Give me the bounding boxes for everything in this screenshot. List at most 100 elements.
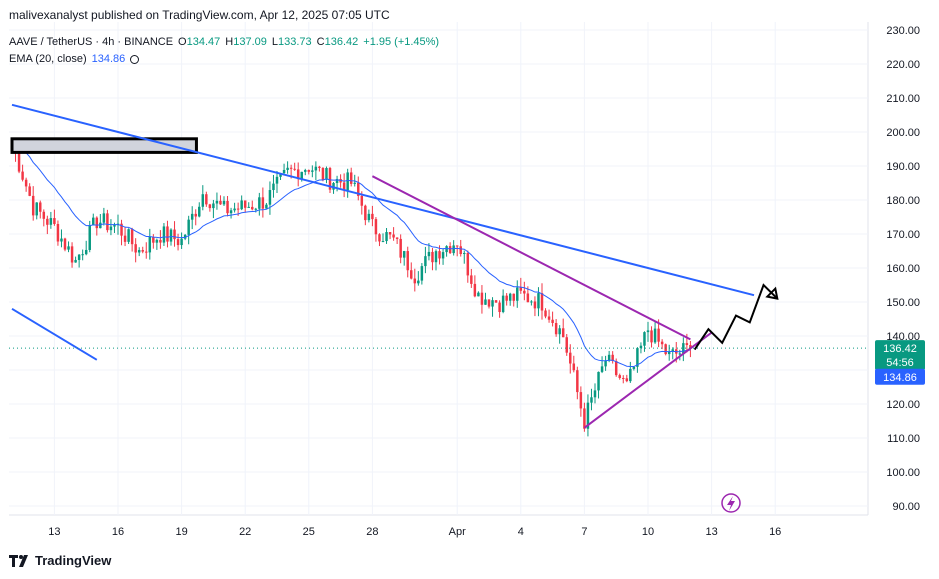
candle-body bbox=[353, 182, 356, 184]
candle-body bbox=[434, 251, 438, 263]
candle-body bbox=[466, 253, 470, 276]
candle-body bbox=[544, 310, 547, 317]
ema-legend-row[interactable]: EMA (20, close) 134.86 bbox=[9, 51, 439, 68]
candle-body bbox=[77, 254, 81, 260]
candle-body bbox=[441, 252, 445, 259]
candle-body bbox=[70, 246, 74, 263]
candle-body bbox=[17, 151, 21, 172]
price-tick-label: 190.00 bbox=[886, 161, 920, 173]
eye-icon[interactable] bbox=[130, 55, 140, 64]
candle-body bbox=[625, 378, 629, 382]
time-tick-label: Apr bbox=[449, 526, 466, 538]
candle-body bbox=[498, 302, 501, 313]
candle-body bbox=[169, 229, 173, 242]
candle-body bbox=[547, 316, 551, 320]
symbol-label[interactable]: AAVE / TetherUS · 4h · BINANCE bbox=[9, 36, 174, 48]
candle-body bbox=[395, 237, 399, 239]
candle-body bbox=[607, 354, 611, 361]
candle-body bbox=[406, 251, 409, 271]
candle-body bbox=[342, 182, 346, 191]
candle-body bbox=[650, 330, 653, 343]
candle-body bbox=[247, 206, 250, 208]
candle-body bbox=[236, 208, 240, 210]
candle-body bbox=[491, 300, 494, 307]
time-tick-label: 28 bbox=[366, 526, 378, 538]
candle-body bbox=[470, 275, 473, 284]
candle-body bbox=[134, 244, 137, 253]
candle-body bbox=[459, 246, 462, 255]
candle-body bbox=[279, 173, 282, 177]
time-tick-label: 16 bbox=[769, 526, 781, 538]
price-tick-label: 100.00 bbox=[886, 467, 920, 479]
current-price-text: 136.42 bbox=[883, 343, 917, 355]
candle-body bbox=[286, 167, 289, 170]
candle-body bbox=[109, 226, 113, 231]
candle-body bbox=[523, 290, 526, 294]
candle-body bbox=[215, 200, 219, 204]
candle-body bbox=[328, 168, 332, 190]
chart-legend: AAVE / TetherUS · 4h · BINANCE O 134.47 … bbox=[9, 34, 439, 68]
candle-body bbox=[516, 287, 519, 301]
candle-body bbox=[49, 218, 53, 225]
ohlc-legend-row[interactable]: AAVE / TetherUS · 4h · BINANCE O 134.47 … bbox=[9, 34, 439, 51]
ema-label[interactable]: EMA (20, close) bbox=[9, 53, 87, 65]
candle-body bbox=[289, 167, 293, 169]
candle-body bbox=[593, 390, 597, 398]
candle-body bbox=[565, 337, 568, 353]
candle-body bbox=[629, 368, 632, 382]
low-value: 133.73 bbox=[278, 36, 312, 48]
candle-body bbox=[205, 194, 208, 205]
candle-body bbox=[614, 360, 618, 376]
candle-body bbox=[561, 328, 565, 338]
tradingview-logo-icon bbox=[9, 554, 31, 567]
candle-body bbox=[314, 166, 318, 171]
candle-body bbox=[152, 236, 155, 243]
candle-body bbox=[325, 168, 328, 180]
candle-body bbox=[540, 293, 544, 311]
candle-body bbox=[53, 218, 56, 224]
candle-body bbox=[385, 232, 388, 242]
candle-body bbox=[60, 238, 63, 242]
candle-body bbox=[586, 402, 590, 429]
candle-body bbox=[46, 218, 49, 225]
time-tick-label: 10 bbox=[642, 526, 654, 538]
high-label: H bbox=[225, 36, 234, 48]
candle-body bbox=[653, 328, 657, 343]
candle-body bbox=[208, 204, 212, 209]
candle-body bbox=[92, 217, 95, 226]
price-tick-label: 210.00 bbox=[886, 93, 920, 105]
candle-body bbox=[572, 363, 576, 371]
time-tick-label: 7 bbox=[581, 526, 587, 538]
time-tick-label: 4 bbox=[518, 526, 524, 538]
candle-body bbox=[63, 238, 67, 250]
arrow-head bbox=[765, 286, 779, 300]
candle-body bbox=[537, 293, 540, 309]
price-tick-label: 220.00 bbox=[886, 59, 920, 71]
time-tick-label: 13 bbox=[48, 526, 60, 538]
candle-body bbox=[399, 238, 402, 258]
candle-body bbox=[67, 246, 70, 250]
price-tick-label: 90.00 bbox=[892, 501, 920, 513]
candle-body bbox=[579, 392, 583, 409]
change-value: +1.95 (+1.45%) bbox=[363, 36, 440, 48]
candle-body bbox=[530, 301, 533, 303]
candle-body bbox=[604, 360, 607, 367]
candle-body bbox=[643, 332, 646, 346]
candle-body bbox=[127, 229, 130, 242]
price-tick-label: 180.00 bbox=[886, 195, 920, 207]
candle-body bbox=[81, 254, 84, 256]
candle-body bbox=[597, 371, 600, 391]
candle-body bbox=[569, 352, 572, 364]
tradingview-footer[interactable]: TradingView bbox=[9, 553, 111, 568]
price-tick-label: 110.00 bbox=[887, 433, 920, 445]
candle-body bbox=[222, 200, 226, 205]
low-label: L bbox=[271, 36, 278, 48]
candle-body bbox=[360, 195, 364, 206]
candle-body bbox=[194, 213, 197, 217]
candle-body bbox=[438, 251, 441, 259]
candle-body bbox=[558, 328, 561, 335]
close-value: 136.42 bbox=[324, 36, 359, 48]
candle-body bbox=[24, 179, 28, 187]
candle-body bbox=[137, 250, 141, 253]
